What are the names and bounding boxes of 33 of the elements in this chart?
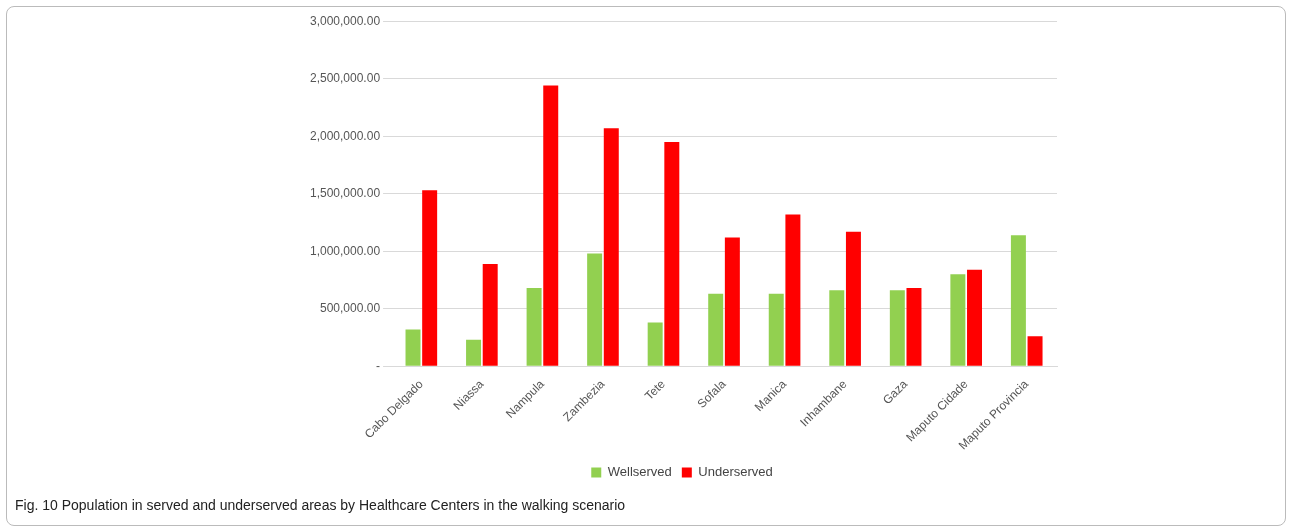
y-tick-label: - <box>376 358 381 373</box>
bar <box>845 231 861 366</box>
bar <box>768 293 784 366</box>
y-tick-label: 2,500,000.00 <box>309 71 381 86</box>
bar <box>708 293 724 366</box>
y-tick-label: 3,000,000.00 <box>309 13 381 28</box>
legend-label: Wellserved <box>607 464 672 480</box>
bar <box>405 329 421 366</box>
y-tick-label: 2,000,000.00 <box>309 128 381 143</box>
bar <box>422 190 438 366</box>
bar <box>466 339 482 366</box>
bar <box>482 263 498 366</box>
bar <box>664 141 680 366</box>
bar <box>647 322 663 366</box>
bar <box>950 274 966 366</box>
y-tick-label: 1,500,000.00 <box>309 186 381 201</box>
x-tick-label: Tete <box>642 376 669 403</box>
bar <box>889 290 905 366</box>
bar <box>587 253 603 366</box>
bar <box>1027 336 1043 366</box>
bar <box>526 288 542 366</box>
bar <box>967 269 983 366</box>
bar <box>724 237 740 366</box>
bar <box>543 85 559 366</box>
bar <box>906 288 922 366</box>
legend-label: Underserved <box>698 464 773 480</box>
y-tick-label: 500,000.00 <box>320 301 381 316</box>
y-tick-label: 1,000,000.00 <box>309 243 381 258</box>
bar <box>603 128 619 366</box>
bar <box>785 214 801 366</box>
bar <box>829 290 845 366</box>
bar <box>1010 235 1026 366</box>
caption: Fig. 10 Population in served and underserved areas by Healthcare Centers in the walking scenario <box>15 497 626 513</box>
